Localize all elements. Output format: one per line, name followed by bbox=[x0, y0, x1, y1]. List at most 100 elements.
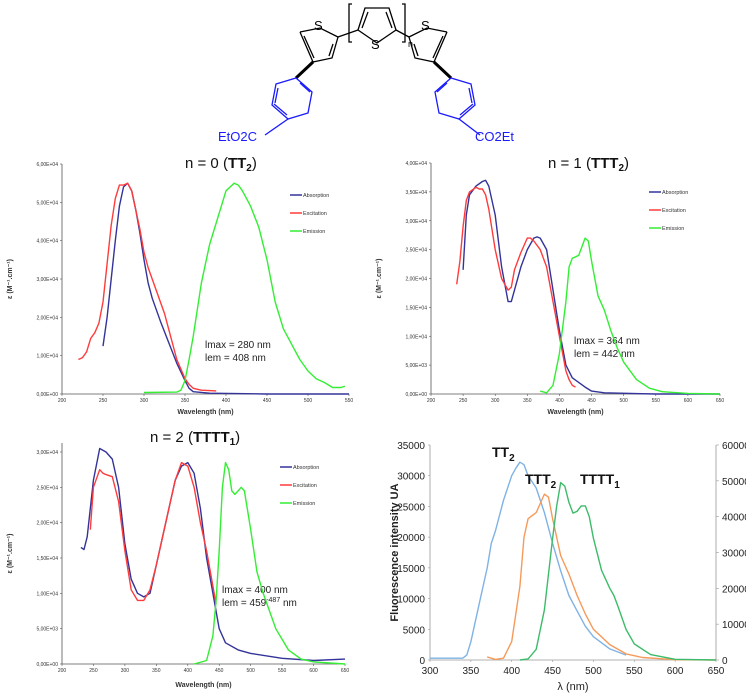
lem-unit: nm bbox=[280, 598, 297, 609]
chart-panel-fluorescence: 300 350 400 450 500 550 600 6500500010000150002… bbox=[389, 441, 746, 693]
y2-tick-label: 40000 bbox=[722, 513, 746, 524]
sulfur-label: S bbox=[371, 37, 380, 52]
x-tick-label: 350 bbox=[181, 398, 190, 404]
x-tick-label: 200 bbox=[427, 398, 436, 404]
x-tick-label: 300 bbox=[140, 398, 149, 404]
sulfur-label: S bbox=[314, 18, 323, 33]
y-tick-label: 2,00E+04 bbox=[36, 521, 58, 527]
y-tick-label: 1,00E+04 bbox=[36, 354, 58, 360]
series-absorption-line bbox=[462, 179, 720, 395]
y-tick-label: 15000 bbox=[397, 564, 425, 575]
lem-text: lem = 459 bbox=[222, 598, 267, 609]
y2-tick-label: 60000 bbox=[722, 441, 746, 452]
x-tick-label: 300 bbox=[422, 666, 439, 677]
series-emission-line bbox=[143, 182, 346, 394]
x-tick-label: 550 bbox=[652, 398, 661, 404]
y-tick-label: 1,50E+04 bbox=[36, 556, 58, 562]
y-axis-label: ε (M⁻¹.cm⁻¹) bbox=[7, 259, 14, 299]
series-label-tttt1: TTTT1 bbox=[580, 471, 620, 491]
x-tick-label: 600 bbox=[309, 668, 318, 674]
legend-label: Excitation bbox=[662, 208, 686, 214]
lmax-annotation: lmax = 280 nm bbox=[205, 340, 271, 351]
lmax-annotation: lmax = 364 nm bbox=[574, 336, 640, 347]
x-tick-label: 600 bbox=[667, 666, 684, 677]
y2-tick-label: 30000 bbox=[722, 549, 746, 560]
x-tick-label: 300 bbox=[121, 668, 130, 674]
series-excitation-line bbox=[78, 182, 217, 392]
y-tick-label: 5,00E+03 bbox=[405, 363, 427, 369]
y-tick-label: 0,00E+00 bbox=[36, 662, 58, 668]
series-label-subscript: 1 bbox=[614, 480, 620, 491]
series-absorption-line bbox=[102, 182, 349, 395]
x-tick-label: 500 bbox=[304, 398, 313, 404]
series-emission-line bbox=[193, 461, 346, 665]
y-tick-label: 3,00E+04 bbox=[36, 450, 58, 456]
title-prefix: n = 2 ( bbox=[150, 429, 193, 446]
lem-annotation: lem = 459-487 nm bbox=[222, 597, 297, 609]
right-ester-label: CO2Et bbox=[475, 129, 514, 144]
chart-title: n = 0 (TT2) bbox=[185, 155, 257, 174]
chart-title: n = 2 (TTTT1) bbox=[150, 429, 240, 448]
y-tick-label: 1,00E+04 bbox=[405, 334, 427, 340]
y-tick-label: 35000 bbox=[397, 441, 425, 452]
x-tick-label: 200 bbox=[58, 668, 67, 674]
y-tick-label: 0,00E+00 bbox=[36, 392, 58, 398]
lem-annotation: lem = 442 nm bbox=[574, 349, 635, 360]
y2-tick-label: 0 bbox=[722, 656, 728, 667]
x-tick-label: 450 bbox=[544, 666, 561, 677]
title-compound: TTT bbox=[591, 155, 619, 172]
y-tick-label: 20000 bbox=[397, 533, 425, 544]
x-tick-label: 450 bbox=[587, 398, 596, 404]
y-tick-label: 6,00E+04 bbox=[36, 162, 58, 168]
y-tick-label: 10000 bbox=[397, 595, 425, 606]
chart-panel-tttt1: 200 250 300 350 400 450 500 550 600 650 0,00E+00 5,… bbox=[7, 429, 349, 689]
series-label-ttt2: TTT2 bbox=[525, 471, 557, 491]
legend-label: Excitation bbox=[303, 211, 327, 217]
legend-label: Emission bbox=[303, 229, 325, 235]
y-tick-label: 5,00E+03 bbox=[36, 627, 58, 633]
series-ttt2-line bbox=[486, 493, 717, 661]
title-compound: TT bbox=[228, 155, 246, 172]
y-tick-label: 1,50E+04 bbox=[405, 305, 427, 311]
legend-label: Excitation bbox=[293, 483, 317, 489]
chart-title: n = 1 (TTT2) bbox=[548, 155, 629, 174]
x-tick-label: 400 bbox=[184, 668, 193, 674]
series-label-tt2: TT2 bbox=[492, 444, 515, 464]
legend-label: Absorption bbox=[303, 193, 329, 199]
x-tick-label: 350 bbox=[463, 666, 480, 677]
legend-label: Emission bbox=[293, 501, 315, 507]
chemical-structure: S S S n EtO2C CO2Et bbox=[218, 3, 514, 144]
lem-superscript: -487 bbox=[266, 597, 280, 604]
series-label-main: TTT bbox=[525, 471, 551, 487]
x-tick-label: 450 bbox=[263, 398, 272, 404]
title-prefix: n = 1 ( bbox=[548, 155, 591, 172]
x-tick-label: 350 bbox=[152, 668, 161, 674]
y-tick-label: 4,00E+04 bbox=[405, 161, 427, 167]
x-tick-label: 250 bbox=[99, 398, 108, 404]
sulfur-label: S bbox=[421, 18, 430, 33]
lmax-annotation: lmax = 400 nm bbox=[222, 585, 288, 596]
repeat-index-label: n bbox=[408, 39, 413, 49]
title-subscript: 2 bbox=[618, 163, 624, 174]
x-tick-label: 650 bbox=[341, 668, 350, 674]
y2-tick-label: 20000 bbox=[722, 584, 746, 595]
y-tick-label: 2,00E+04 bbox=[36, 315, 58, 321]
x-tick-label: 450 bbox=[215, 668, 224, 674]
y-tick-label: 3,50E+04 bbox=[405, 190, 427, 196]
y-tick-label: 2,50E+04 bbox=[36, 485, 58, 491]
x-tick-label: 400 bbox=[555, 398, 564, 404]
chart-panel-ttt2: 200 250 300 350 400 450 500 550 600 650 0,00E+00 5,… bbox=[376, 155, 724, 416]
y-tick-label: 1,00E+04 bbox=[36, 591, 58, 597]
x-tick-label: 500 bbox=[619, 398, 628, 404]
series-label-main: TTTT bbox=[580, 471, 615, 487]
y-tick-label: 4,00E+04 bbox=[36, 239, 58, 245]
y-tick-label: 3,00E+04 bbox=[36, 277, 58, 283]
y-axis-label: ε (M⁻¹.cm⁻¹) bbox=[7, 534, 14, 574]
x-tick-label: 550 bbox=[278, 668, 287, 674]
title-subscript: 2 bbox=[246, 163, 252, 174]
x-tick-label: 550 bbox=[626, 666, 643, 677]
x-tick-label: 600 bbox=[684, 398, 693, 404]
